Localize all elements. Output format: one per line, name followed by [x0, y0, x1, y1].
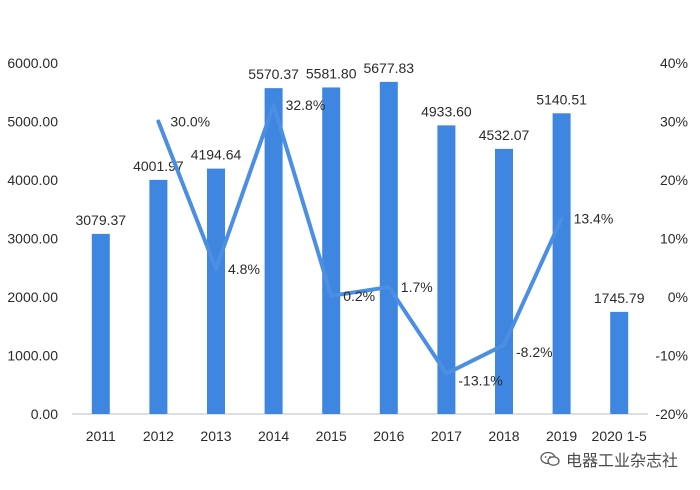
bar-value-label: 5581.80 [306, 65, 357, 81]
bar [322, 87, 341, 415]
y-right-tick-label: 0% [668, 289, 688, 305]
x-tick-label: 2011 [86, 428, 116, 444]
bar-value-label: 5140.51 [536, 91, 587, 107]
growth-value-label: 32.8% [286, 97, 326, 113]
bar-value-label: 4933.60 [421, 103, 472, 119]
growth-value-label: 4.8% [228, 261, 260, 277]
x-tick-label: 2016 [373, 428, 404, 444]
watermark-text: 电器工业杂志社 [565, 451, 678, 470]
bar-value-label: 4532.07 [479, 127, 530, 143]
bar [610, 311, 629, 414]
x-tick-label: 2020 1-5 [592, 428, 647, 444]
x-tick-label: 2014 [258, 428, 289, 444]
x-tick-label: 2017 [431, 428, 462, 444]
bar-value-label: 5570.37 [248, 66, 299, 82]
y-right-tick-label: 40% [660, 55, 688, 71]
growth-value-label: 13.4% [574, 211, 614, 227]
y-right-tick-label: 20% [660, 172, 688, 188]
growth-value-label: -13.1% [458, 373, 502, 389]
bar [379, 81, 398, 414]
bar-value-label: 4194.64 [191, 147, 242, 163]
watermark: 电器工业杂志社 [540, 447, 678, 471]
bar-value-label: 3079.37 [75, 212, 126, 228]
y-left-tick-label: 2000.00 [7, 289, 58, 305]
bar [207, 168, 225, 414]
y-right-tick-label: 10% [660, 231, 688, 247]
wechat-icon [540, 451, 560, 466]
growth-line [156, 103, 564, 376]
y-left-tick-label: 3000.00 [7, 231, 58, 247]
x-tick-label: 2013 [200, 428, 231, 444]
bar-value-label: 4001.97 [133, 158, 184, 174]
growth-value-label: 0.2% [343, 288, 375, 304]
y-left-tick-label: 5000.00 [7, 114, 58, 130]
bar [91, 233, 110, 414]
bar [437, 125, 456, 414]
y-left-tick-label: 6000.00 [7, 55, 58, 71]
bar-value-label: 1745.79 [594, 290, 645, 306]
bar [552, 113, 571, 415]
growth-value-label: 1.7% [401, 279, 433, 295]
y-left-tick-label: 0.00 [31, 406, 58, 422]
y-right-tick-label: -20% [655, 406, 688, 422]
y-right-tick-label: -10% [655, 348, 688, 364]
growth-value-label: 30.0% [170, 114, 210, 130]
y-left-tick-label: 1000.00 [7, 348, 58, 364]
x-tick-label: 2015 [316, 428, 347, 444]
bar-value-label: 5677.83 [363, 60, 414, 76]
bar [149, 179, 168, 414]
growth-value-label: -8.2% [516, 344, 553, 360]
x-tick-label: 2012 [143, 428, 174, 444]
y-right-tick-label: 30% [660, 114, 688, 130]
bar [264, 88, 283, 414]
y-left-tick-label: 4000.00 [7, 172, 58, 188]
x-tick-label: 2019 [546, 428, 577, 444]
x-tick-label: 2018 [488, 428, 519, 444]
